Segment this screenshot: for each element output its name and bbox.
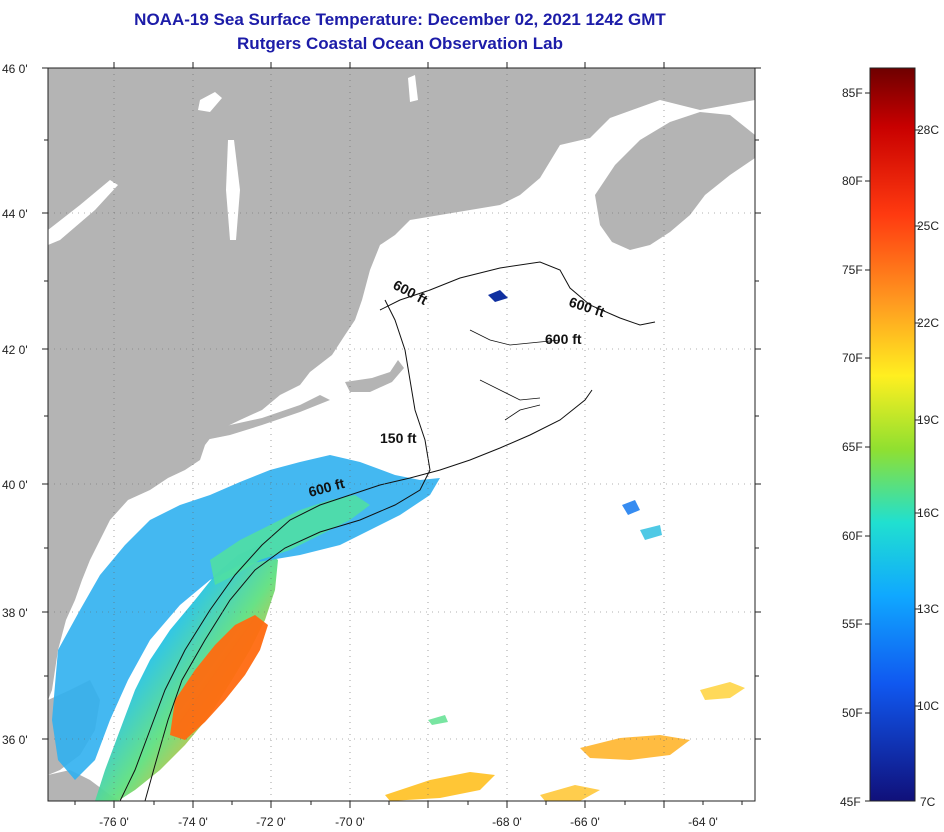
colorbar-c-label: 22C (917, 316, 939, 330)
sst-cool-shelf (52, 455, 440, 780)
lat-label: 44 0' (2, 207, 28, 221)
colorbar-c-label: 10C (917, 699, 939, 713)
colorbar-f-label: 70F (842, 351, 863, 365)
sst-offshore-cyan (640, 525, 662, 540)
lat-label: 38 0' (2, 606, 28, 620)
lon-label: -64 0' (688, 815, 718, 829)
sst-offshore-2 (580, 735, 690, 760)
colorbar-c-label: 19C (917, 413, 939, 427)
sst-offshore-1 (385, 772, 495, 801)
lat-label: 40 0' (2, 478, 28, 492)
colorbar-c-label: 7C (920, 795, 936, 809)
lake-small-1 (198, 92, 222, 112)
lon-label: -76 0' (99, 815, 129, 829)
colorbar-c-label: 16C (917, 506, 939, 520)
colorbar-f-label: 55F (842, 617, 863, 631)
colorbar-f-label: 45F (840, 795, 861, 809)
colorbar-f-label: 80F (842, 174, 863, 188)
lat-label: 42 0' (2, 343, 28, 357)
lake-ontario (48, 180, 118, 245)
depth-contour-gulf (469, 329, 561, 421)
land-mainland (48, 68, 755, 700)
depth-label-150ft: 150 ft (380, 430, 417, 446)
colorbar-f-label: 50F (842, 706, 863, 720)
lon-tick-marks (74, 62, 743, 808)
land-nova-scotia (595, 112, 755, 250)
lon-label: -66 0' (570, 815, 600, 829)
depth-label-600ft: 600 ft (545, 331, 582, 347)
depth-contour-600ft (119, 261, 656, 801)
sst-green-band (210, 495, 370, 585)
sst-green-patch (428, 715, 448, 725)
lon-label: -74 0' (178, 815, 208, 829)
colorbar-ticks (865, 92, 920, 802)
colorbar-f-label: 75F (842, 263, 863, 277)
colorbar-c-label: 13C (917, 602, 939, 616)
lon-label: -68 0' (492, 815, 522, 829)
sst-offshore-blue (622, 500, 640, 515)
lat-tick-marks (42, 67, 761, 740)
colorbar-f-label: 60F (842, 529, 863, 543)
lake-small-2 (408, 75, 418, 102)
graticule (48, 68, 755, 801)
map-subtitle: Rutgers Coastal Ocean Observation Lab (237, 34, 563, 53)
colorbar (869, 67, 916, 802)
lat-label: 46 0' (2, 62, 28, 76)
lon-label: -70 0' (335, 815, 365, 829)
lake-champlain (226, 140, 240, 240)
lon-label: -72 0' (256, 815, 286, 829)
sst-gulf-maine-blue (488, 290, 508, 302)
map-title: NOAA-19 Sea Surface Temperature: Decembe… (134, 10, 666, 29)
land-cape-cod (345, 360, 404, 392)
colorbar-c-label: 25C (917, 219, 939, 233)
land-long-island (200, 395, 330, 440)
sst-orange-core (170, 615, 268, 740)
colorbar-f-label: 65F (842, 440, 863, 454)
colorbar-f-label: 85F (842, 86, 863, 100)
map-frame (47, 67, 756, 802)
sst-offshore-3 (700, 682, 745, 700)
lat-label: 36 0' (2, 733, 28, 747)
depth-contour-150ft (144, 299, 431, 801)
colorbar-c-label: 28C (917, 123, 939, 137)
